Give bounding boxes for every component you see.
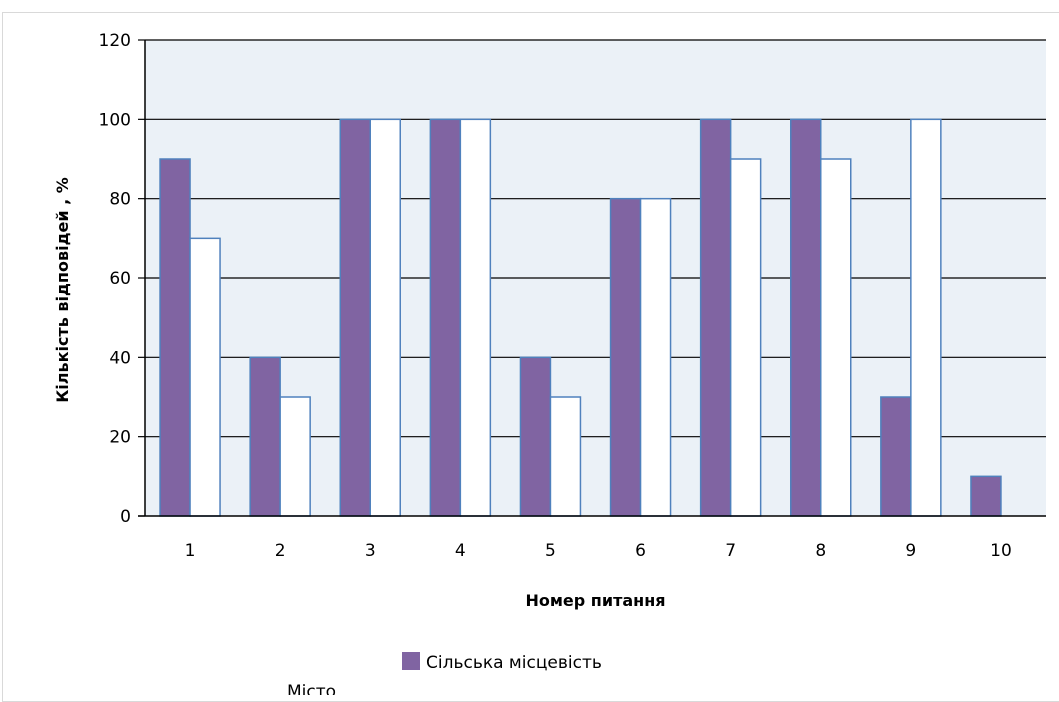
bar-rural	[519, 356, 552, 517]
bars	[159, 118, 1002, 517]
bar-rural	[249, 356, 281, 517]
x-tick-label: 2	[275, 541, 286, 561]
x-tick-label: 3	[365, 541, 376, 561]
x-tick-label: 8	[815, 541, 826, 561]
x-tick-label: 1	[185, 541, 196, 561]
bar-rural	[880, 396, 912, 517]
bar-rural	[970, 475, 1002, 517]
bar-city	[369, 118, 401, 517]
legend-swatch-rural	[402, 652, 420, 670]
bar-rural	[429, 118, 462, 517]
legend-label-city: Місто	[287, 682, 336, 695]
bar-city	[549, 396, 582, 517]
y-tick-label: 120	[99, 31, 131, 51]
x-tick-label: 10	[990, 541, 1012, 561]
y-tick-label: 0	[120, 507, 131, 527]
bar-city	[459, 118, 492, 517]
bar-rural	[159, 158, 191, 517]
y-tick-label: 40	[109, 348, 131, 368]
x-tick-label: 9	[905, 541, 916, 561]
bar-city	[820, 158, 852, 517]
bar-city	[910, 118, 942, 517]
x-axis-title: Номер питання	[525, 591, 665, 610]
y-tick-label: 20	[109, 428, 131, 448]
x-tick-label: 5	[545, 541, 556, 561]
y-tick-labels: 0 20 40 60 80 100 120	[99, 31, 131, 527]
bar-rural	[790, 118, 822, 517]
y-tick-label: 60	[109, 269, 131, 289]
x-tick-label: 6	[635, 541, 646, 561]
bar-rural	[609, 197, 642, 517]
x-tick-label: 4	[455, 541, 466, 561]
x-tick-labels: 1 2 3 4 5 6 7 8 9 10	[185, 541, 1012, 561]
bar-city	[189, 237, 221, 517]
bar-city	[639, 197, 672, 517]
y-tick-label: 80	[109, 190, 131, 210]
legend: Сільська місцевість Місто	[287, 652, 602, 695]
bar-city	[279, 396, 311, 517]
bar-rural	[699, 118, 732, 517]
y-tick-label: 100	[99, 110, 131, 130]
bar-rural	[339, 118, 371, 517]
legend-label-rural: Сільська місцевість	[426, 653, 602, 673]
y-axis-title: Кількість відповідей , %	[53, 177, 72, 403]
bar-city	[729, 158, 762, 517]
x-tick-label: 7	[725, 541, 736, 561]
